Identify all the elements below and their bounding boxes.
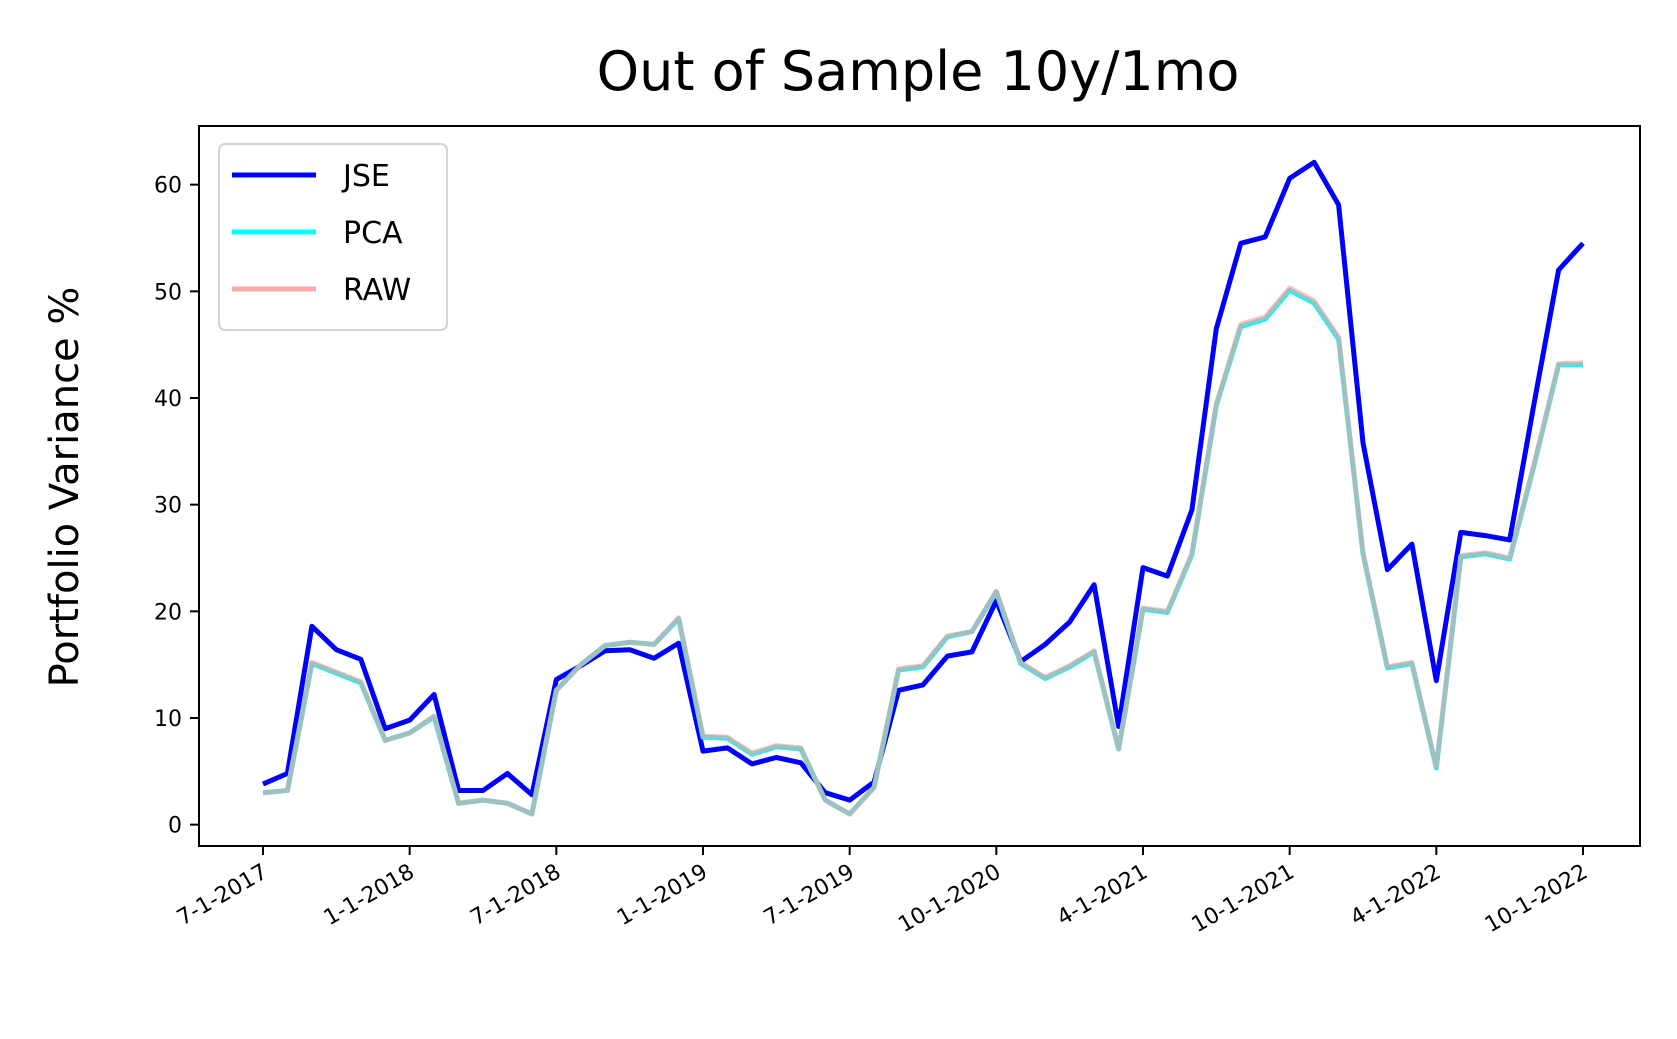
plot-frame bbox=[198, 125, 1641, 847]
y-tick-label: 20 bbox=[154, 600, 182, 625]
legend: JSE PCA RAW bbox=[218, 143, 448, 331]
legend-label-raw: RAW bbox=[343, 273, 411, 308]
y-tick-label: 10 bbox=[154, 707, 182, 732]
series-line-jse bbox=[262, 159, 1585, 803]
y-tick-label: 30 bbox=[154, 494, 182, 519]
y-tick-label: 0 bbox=[168, 814, 182, 839]
y-axis: 0 10 20 30 40 50 60 bbox=[154, 174, 199, 839]
legend-label-jse: JSE bbox=[341, 159, 390, 194]
plot-lines bbox=[262, 159, 1585, 817]
series-line-raw bbox=[262, 285, 1584, 817]
y-tick-label: 60 bbox=[154, 174, 182, 199]
y-axis-label: Portfolio Variance % bbox=[42, 287, 88, 688]
legend-label-pca: PCA bbox=[343, 216, 403, 251]
y-tick-label: 50 bbox=[154, 280, 182, 305]
chart-title: Out of Sample 10y/1mo bbox=[597, 40, 1240, 103]
legend-box bbox=[218, 143, 448, 331]
y-tick-label: 40 bbox=[154, 387, 182, 412]
